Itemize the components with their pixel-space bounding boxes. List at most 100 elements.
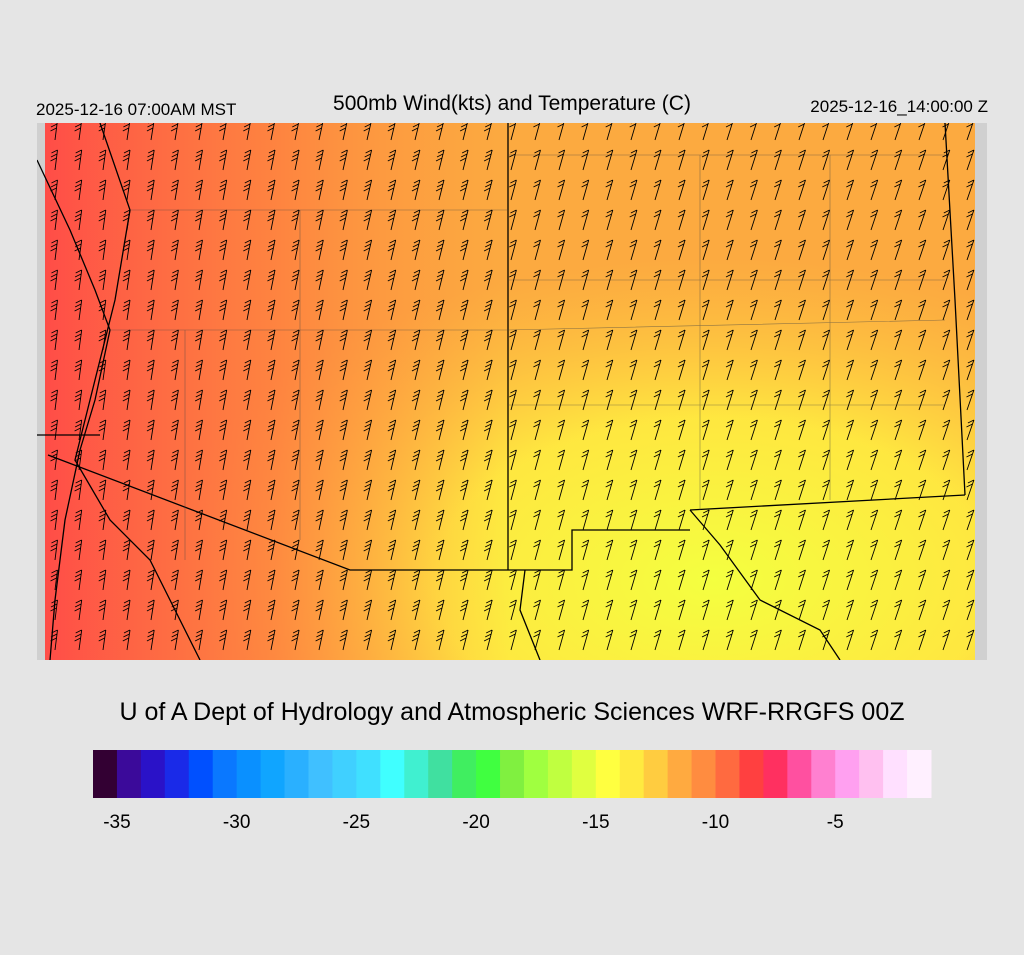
wind-barb [653, 329, 662, 351]
wind-barb [243, 269, 252, 291]
wind-barb [98, 419, 107, 441]
wind-barb [435, 599, 445, 621]
wind-barb [822, 539, 831, 561]
wind-barb [605, 329, 614, 351]
wind-barb [146, 509, 155, 531]
wind-barb [653, 299, 662, 321]
wind-barb [387, 539, 397, 561]
wind-barb [170, 629, 179, 651]
wind-barb [411, 629, 421, 651]
wind-barb [629, 539, 638, 561]
wind-barb [98, 123, 106, 141]
wind-barb [533, 539, 541, 561]
wind-barb [557, 539, 566, 561]
wind-barb [243, 123, 251, 141]
wind-barb [243, 389, 252, 411]
colorbar-swatch [523, 750, 549, 798]
coastline [37, 159, 111, 660]
wind-barb [218, 479, 228, 501]
wind-barb [629, 269, 638, 291]
wind-barb [822, 389, 831, 411]
wind-barb [194, 599, 203, 621]
wind-barb [701, 209, 710, 231]
wind-barb [701, 629, 710, 651]
wind-barb [773, 269, 782, 291]
wind-barb [557, 123, 565, 141]
wind-barb [315, 269, 324, 291]
wind-barb [870, 509, 879, 531]
wind-barb [749, 299, 758, 321]
wind-barb [966, 389, 975, 411]
wind-barb [146, 269, 155, 291]
colorbar-swatch [643, 750, 669, 798]
wind-barb [725, 123, 733, 141]
colorbar-swatch [404, 750, 429, 798]
wind-barb [629, 179, 638, 201]
wind-barb [581, 509, 590, 531]
wind-barb [725, 209, 734, 231]
wind-barb [966, 329, 975, 351]
wind-barb [870, 479, 879, 501]
wind-barb [701, 449, 710, 471]
colorbar-tick-label: -30 [223, 812, 250, 833]
wind-barb [677, 449, 686, 471]
wind-barb [797, 269, 806, 291]
wind-barb [459, 209, 469, 231]
wind-barb [315, 599, 324, 621]
wind-barb [677, 179, 686, 201]
colorbar-swatch [116, 750, 142, 798]
wind-barb [894, 149, 903, 171]
wind-barb [509, 419, 517, 441]
wind-barb [483, 599, 493, 621]
wind-barb [339, 569, 348, 591]
wind-barb [773, 299, 782, 321]
wind-barb [725, 179, 734, 201]
wind-barb [267, 239, 276, 261]
wind-barb [218, 389, 228, 411]
wind-barb [98, 149, 107, 171]
wind-barb [50, 239, 58, 261]
wind-barb [459, 123, 468, 141]
wind-barb [749, 479, 758, 501]
wind-barb [605, 539, 614, 561]
wind-barb [267, 419, 276, 441]
wind-barb [459, 419, 469, 441]
wind-barb [725, 599, 734, 621]
wind-barb [533, 509, 541, 531]
wind-barb [581, 149, 590, 171]
wind-barb [918, 299, 927, 321]
wind-barb [291, 123, 299, 141]
wind-barb [339, 509, 348, 531]
wind-barb [797, 209, 806, 231]
wind-barb [533, 419, 541, 441]
wind-barb [942, 123, 950, 141]
wind-barb [918, 389, 927, 411]
wind-barb [243, 239, 252, 261]
wind-barb [509, 149, 517, 171]
wind-barb [122, 449, 131, 471]
wind-barb [846, 629, 855, 651]
wind-barb [797, 149, 806, 171]
wind-barb [363, 599, 373, 621]
colorbar-swatch [667, 750, 693, 798]
wind-barb [605, 479, 614, 501]
wind-barb [773, 359, 782, 381]
colorbar-swatch [236, 750, 262, 798]
wind-barb [122, 359, 131, 381]
wind-barb [797, 599, 806, 621]
wind-barb [243, 569, 252, 591]
wind-barb [581, 449, 590, 471]
wind-barb [243, 359, 252, 381]
wind-barb [291, 179, 300, 201]
wind-barb [894, 389, 903, 411]
wind-barb [363, 299, 373, 321]
wind-barb [243, 299, 252, 321]
wind-barb [146, 149, 155, 171]
wind-barb [411, 269, 421, 291]
wind-barb [291, 239, 300, 261]
wind-barb [435, 329, 445, 351]
wind-barb [50, 449, 58, 471]
wind-barb [146, 629, 155, 651]
wind-barb [435, 179, 445, 201]
wind-barb [966, 629, 975, 651]
